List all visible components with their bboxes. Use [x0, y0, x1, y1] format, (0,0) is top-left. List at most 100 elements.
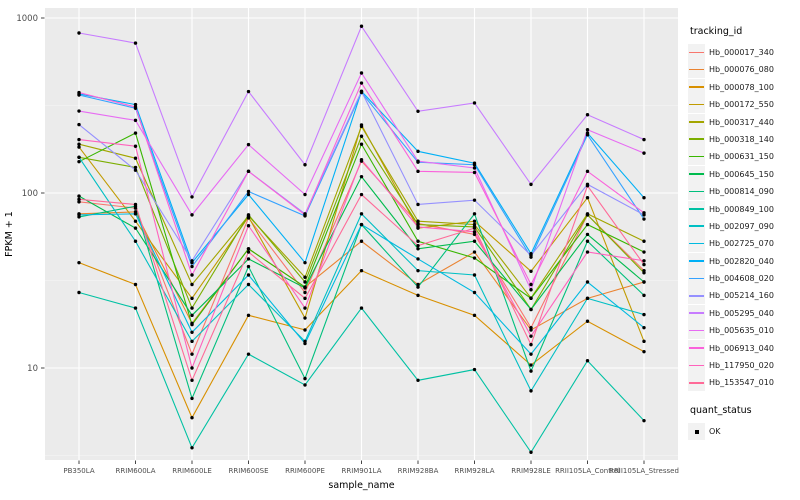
data-point [246, 273, 251, 277]
data-point [133, 165, 138, 170]
legend-key [688, 130, 705, 148]
data-point [642, 339, 646, 344]
data-point [246, 313, 251, 318]
data-point [303, 192, 307, 197]
data-point [77, 194, 81, 198]
legend-key [688, 78, 705, 96]
data-point [472, 239, 477, 243]
legend-key-line [689, 121, 704, 123]
data-point [133, 306, 138, 310]
data-point [246, 169, 251, 174]
legend-entry: OK [688, 423, 800, 441]
data-point [77, 137, 81, 142]
legend-key-line [689, 312, 704, 314]
legend-key-line [689, 138, 704, 141]
data-point [642, 239, 646, 243]
legend-label: Hb_000318_140 [709, 134, 774, 144]
legend-key [688, 217, 705, 235]
data-point [246, 192, 251, 197]
data-point [359, 24, 364, 28]
data-point [642, 196, 646, 200]
data-point [472, 198, 477, 202]
data-point [246, 89, 251, 94]
legend-label: Hb_000814_090 [709, 187, 774, 197]
legend-key-line [689, 329, 704, 332]
data-point [133, 226, 138, 230]
data-point [642, 262, 646, 267]
legend-entry: Hb_002097_090 [688, 217, 800, 235]
data-point [472, 250, 477, 254]
x-tick-label: RRIM600SE [228, 467, 268, 475]
data-point [529, 334, 533, 338]
data-point [246, 224, 251, 228]
data-point [190, 339, 194, 344]
legend-label: Hb_000849_100 [709, 204, 774, 214]
legend-key [688, 322, 705, 340]
data-point [246, 213, 251, 217]
data-point [416, 159, 420, 163]
x-tick-label: RRIM600PE [285, 467, 325, 475]
data-point [359, 134, 364, 138]
legend-entry: Hb_005295_040 [688, 304, 800, 322]
data-point [359, 268, 364, 273]
data-point [133, 131, 138, 135]
legend-key-line [689, 260, 704, 262]
data-point [190, 322, 194, 327]
y-tick-label: 1000 [16, 14, 38, 24]
data-point [77, 122, 81, 127]
data-point [585, 133, 590, 137]
data-point [416, 378, 420, 383]
data-point [359, 174, 364, 179]
data-point [190, 313, 194, 318]
data-point [642, 418, 646, 423]
data-point [133, 102, 138, 107]
data-point [472, 226, 477, 230]
data-point [472, 256, 477, 260]
data-point [359, 306, 364, 310]
data-point [77, 155, 81, 159]
data-point [303, 383, 307, 387]
data-point [77, 290, 81, 295]
legend-key [688, 235, 705, 253]
legend-entry: Hb_117950_020 [688, 357, 800, 375]
legend-label: Hb_117950_020 [709, 361, 774, 371]
legend-entry: Hb_000317_440 [688, 113, 800, 131]
data-point [529, 296, 533, 301]
data-point [246, 189, 251, 194]
data-point [529, 288, 533, 292]
data-point [416, 202, 420, 207]
legend-key-line [689, 68, 704, 71]
legend-key [688, 61, 705, 79]
data-point [472, 101, 477, 105]
legend-entry: Hb_006913_040 [688, 339, 800, 357]
x-tick-label: RRIM928BA [398, 467, 439, 475]
data-point [77, 109, 81, 113]
data-point [585, 169, 590, 174]
x-tick-label: RRIM600LA [115, 467, 155, 475]
data-point [246, 352, 251, 356]
x-tick-label: PB350LA [63, 467, 94, 475]
data-point [303, 306, 307, 310]
legend-entry: Hb_000645_150 [688, 165, 800, 183]
legend-entry: Hb_153547_010 [688, 374, 800, 392]
data-point [585, 184, 590, 188]
data-point [133, 212, 138, 216]
data-point [303, 163, 307, 167]
legend-key [688, 165, 705, 183]
data-point [529, 450, 533, 454]
data-point [133, 239, 138, 243]
data-point [190, 259, 194, 263]
legend-entry: Hb_002820_040 [688, 252, 800, 270]
data-point [642, 137, 646, 142]
legend-key-line [689, 51, 704, 54]
legend-key-line [689, 173, 704, 175]
data-point [303, 280, 307, 284]
legend-key-line [689, 381, 704, 384]
legend-entry: Hb_000814_090 [688, 183, 800, 201]
x-axis-title: sample_name [328, 480, 394, 491]
x-tick-label: RRIM600LE [172, 467, 212, 475]
data-point [585, 196, 590, 200]
data-point [416, 149, 420, 154]
legend-entry: Hb_005214_160 [688, 287, 800, 305]
